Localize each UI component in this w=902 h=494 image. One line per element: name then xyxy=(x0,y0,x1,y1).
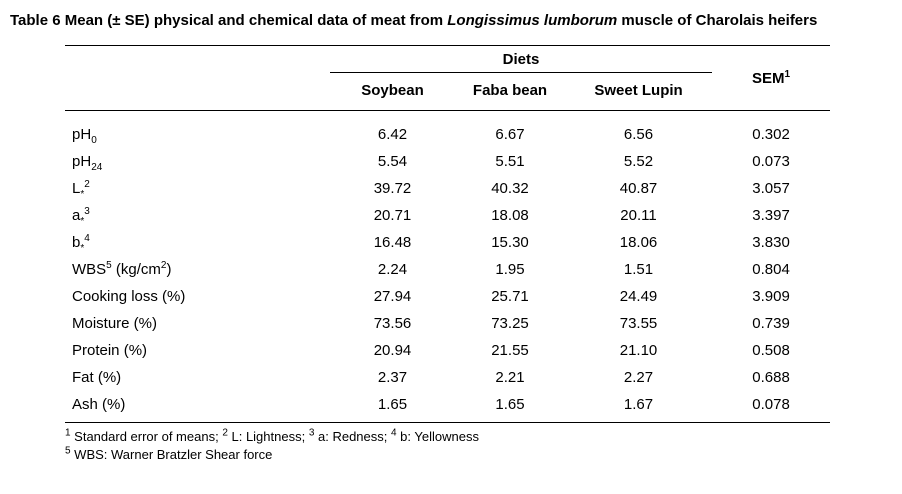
row-label: Ash (%) xyxy=(72,396,126,413)
row-label: b*4 xyxy=(72,233,90,254)
cell-value: 21.55 xyxy=(491,342,529,359)
cell-value: 39.72 xyxy=(373,180,412,197)
cell-value: 2.21 xyxy=(495,369,525,386)
table-body: pH0 6.42 6.67 6.56 0.302 pH24 5.54 5.51 5.52 0.07… xyxy=(65,111,830,423)
data-table: Diets SEM1 Soybean Faba bean Sweet Lupin… xyxy=(65,45,831,423)
cell-value: 0.804 xyxy=(752,261,790,278)
cell-value: 40.32 xyxy=(491,180,529,197)
table-row: Fat (%) 2.37 2.21 2.27 0.688 xyxy=(65,364,830,391)
cell-value: 27.94 xyxy=(373,288,412,305)
table-header: Diets SEM1 Soybean Faba bean Sweet Lupin xyxy=(65,45,831,111)
cell-value: 20.11 xyxy=(620,207,657,224)
header-corner-cell xyxy=(65,45,330,111)
cell-value: 0.739 xyxy=(752,315,790,332)
cell-value: 15.30 xyxy=(491,234,529,251)
table-title: Table 6 Mean (± SE) physical and chemica… xyxy=(10,12,818,29)
cell-value: 0.688 xyxy=(752,369,790,386)
footnote-line: 1 Standard error of means; 2 L: Lightnes… xyxy=(65,427,479,444)
cell-value: 0.302 xyxy=(752,126,790,143)
row-label: L*2 xyxy=(72,179,90,200)
cell-value: 21.10 xyxy=(619,342,658,359)
cell-value: 0.073 xyxy=(752,153,790,170)
cell-value: 25.71 xyxy=(491,288,529,305)
row-label: Cooking loss (%) xyxy=(72,288,186,305)
table-row: WBS5 (kg/cm2) 2.24 1.95 1.51 0.804 xyxy=(65,256,830,283)
cell-value: 1.65 xyxy=(495,396,525,413)
table-row: Protein (%) 20.94 21.55 21.10 0.508 xyxy=(65,337,830,364)
cell-value: 2.37 xyxy=(377,369,408,386)
cell-value: 2.27 xyxy=(623,369,654,386)
cell-value: 3.057 xyxy=(752,180,790,197)
row-label: a*3 xyxy=(72,206,90,227)
cell-value: 6.67 xyxy=(495,126,525,143)
footnote-line: 5 WBS: Warner Bratzler Shear force xyxy=(65,445,273,462)
cell-value: 24.49 xyxy=(619,288,658,305)
cell-value: 40.87 xyxy=(619,180,658,197)
table-row: a*3 20.71 18.08 20.11 3.397 xyxy=(65,202,830,229)
cell-value: 73.25 xyxy=(491,315,529,332)
cell-value: 5.51 xyxy=(495,153,525,170)
row-label: Protein (%) xyxy=(72,342,148,359)
cell-value: 1.51 xyxy=(623,261,654,278)
cell-value: 16.48 xyxy=(373,234,412,251)
cell-value: 5.54 xyxy=(377,153,408,170)
cell-value: 6.42 xyxy=(377,126,408,143)
page: Table 6 Mean (± SE) physical and chemica… xyxy=(10,12,892,464)
row-label: Moisture (%) xyxy=(72,315,158,332)
footnotes: 1 Standard error of means; 2 L: Lightnes… xyxy=(65,428,892,464)
table-row: Cooking loss (%) 27.94 25.71 24.49 3.909 xyxy=(65,283,830,310)
cell-value: 18.08 xyxy=(491,207,529,224)
header-col-faba-bean: Faba bean xyxy=(455,72,565,111)
row-label: pH24 xyxy=(72,153,103,173)
cell-value: 6.56 xyxy=(623,126,654,143)
header-row-diets: Diets SEM1 xyxy=(65,45,831,111)
row-label: WBS5 (kg/cm2) xyxy=(72,260,172,279)
header-col-sweet-lupin: Sweet Lupin xyxy=(565,72,713,111)
row-label: Fat (%) xyxy=(72,369,122,386)
table-row: b*4 16.48 15.30 18.06 3.830 xyxy=(65,229,830,256)
cell-value: 1.67 xyxy=(623,396,654,413)
table-row: pH0 6.42 6.67 6.56 0.302 xyxy=(65,111,830,149)
cell-value: 3.909 xyxy=(752,288,790,305)
cell-value: 0.508 xyxy=(752,342,790,359)
header-sem-label: SEM1 xyxy=(712,45,831,111)
cell-value: 3.397 xyxy=(752,207,790,224)
header-diets-label: Diets xyxy=(330,45,713,73)
cell-value: 73.56 xyxy=(373,315,412,332)
cell-value: 73.55 xyxy=(619,315,658,332)
cell-value: 18.06 xyxy=(619,234,658,251)
table-row: Moisture (%) 73.56 73.25 73.55 0.739 xyxy=(65,310,830,337)
cell-value: 20.71 xyxy=(373,207,412,224)
cell-value: 2.24 xyxy=(377,261,408,278)
cell-value: 5.52 xyxy=(623,153,654,170)
cell-value: 0.078 xyxy=(752,396,790,413)
row-label: pH0 xyxy=(72,126,97,146)
table-row: Ash (%) 1.65 1.65 1.67 0.078 xyxy=(65,391,830,423)
cell-value: 1.95 xyxy=(495,261,525,278)
cell-value: 20.94 xyxy=(373,342,412,359)
header-col-soybean: Soybean xyxy=(330,72,455,111)
table-row: L*2 39.72 40.32 40.87 3.057 xyxy=(65,175,830,202)
cell-value: 3.830 xyxy=(752,234,790,251)
header-row-columns: Soybean Faba bean Sweet Lupin xyxy=(65,72,830,111)
table-row: pH24 5.54 5.51 5.52 0.073 xyxy=(65,148,830,175)
cell-value: 1.65 xyxy=(377,396,408,413)
